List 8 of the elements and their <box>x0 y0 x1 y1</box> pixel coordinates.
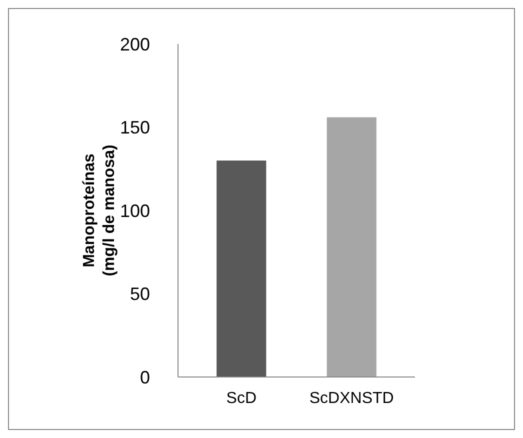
y-tick-label: 150 <box>120 118 150 138</box>
y-tick-label: 200 <box>120 34 150 54</box>
y-tick-label: 50 <box>130 284 150 304</box>
y-tick-label: 0 <box>140 367 150 388</box>
y-axis-title: Manoproteínas (mg/l de manosa) <box>81 144 118 276</box>
x-tick-label: ScD <box>226 390 256 407</box>
x-tick-label: ScDXNSTD <box>309 390 394 407</box>
y-tick-label: 100 <box>120 200 150 221</box>
